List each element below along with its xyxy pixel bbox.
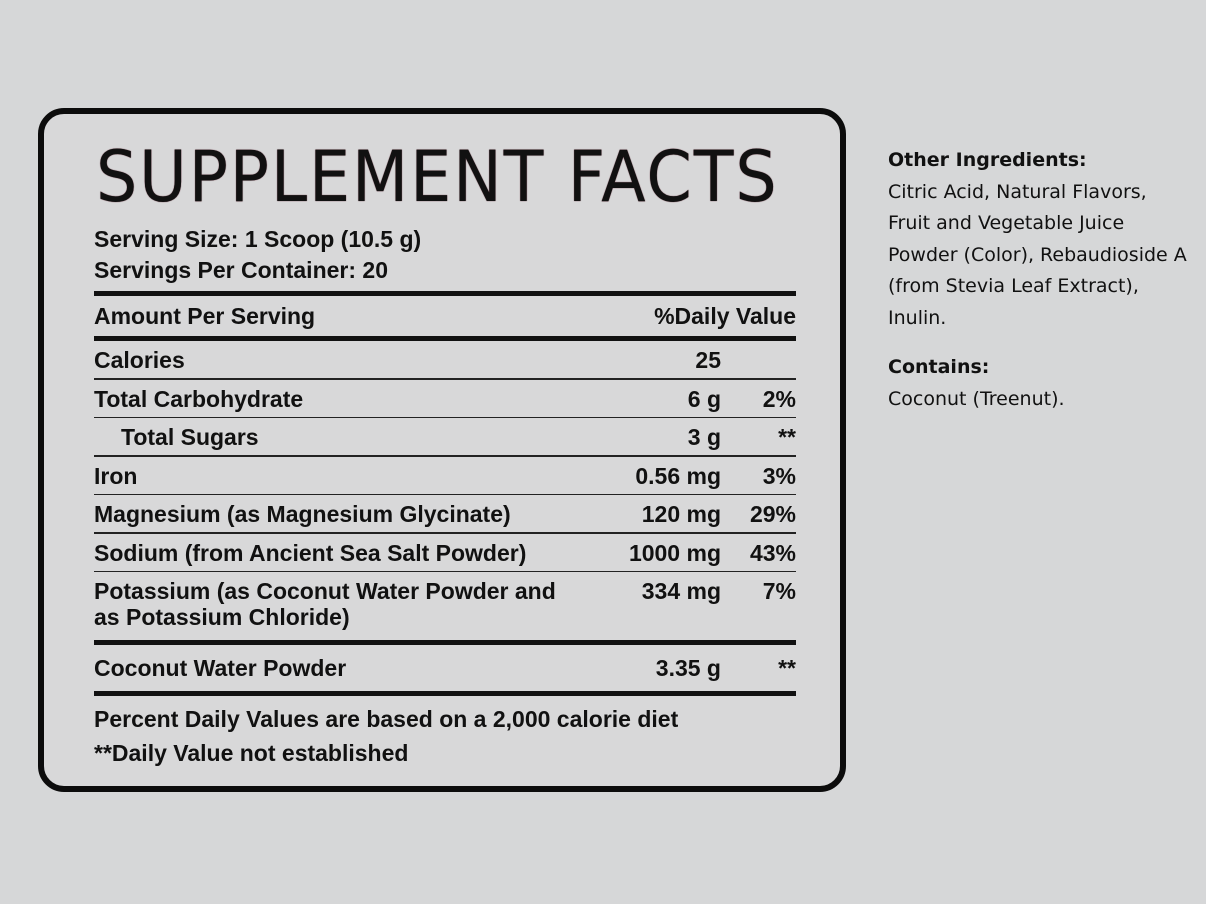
- facts-table: Amount Per Serving %Daily Value Calories…: [94, 291, 796, 696]
- divider-thick: [94, 336, 796, 341]
- divider: [94, 416, 796, 418]
- footnotes: Percent Daily Values are based on a 2,00…: [94, 702, 678, 770]
- contains-text: Coconut (Treenut).: [888, 387, 1065, 410]
- row-name: Calories: [94, 347, 185, 373]
- row-dv: 29%: [749, 501, 796, 527]
- panel-title: SUPPLEMENT FACTS: [96, 136, 779, 218]
- divider-thick: [94, 691, 796, 696]
- divider: [94, 532, 796, 534]
- header-daily-value: %Daily Value: [654, 303, 796, 329]
- contains-heading: Contains:: [888, 356, 990, 378]
- side-info: Other Ingredients: Citric Acid, Natural …: [888, 145, 1188, 415]
- header-amount-per-serving: Amount Per Serving: [94, 303, 316, 329]
- row-dv: 43%: [749, 539, 796, 566]
- row-dv: 2%: [762, 385, 796, 412]
- other-ingredients-text: Citric Acid, Natural Flavors, Fruit and …: [888, 180, 1187, 329]
- divider: [94, 493, 796, 495]
- row-name: Iron: [94, 462, 138, 489]
- row-amount: 0.56 mg: [635, 462, 721, 489]
- row-amount: 3 g: [687, 424, 721, 450]
- row-dv: 7%: [762, 578, 796, 604]
- other-ingredients-block: Other Ingredients: Citric Acid, Natural …: [888, 145, 1188, 334]
- table-row: Iron 0.56 mg 3%: [94, 457, 796, 494]
- divider-thick: [94, 640, 796, 645]
- table-row: Total Sugars 3 g **: [94, 418, 796, 455]
- divider: [94, 570, 796, 572]
- row-name: Potassium (as Coconut Water Powder and a…: [94, 578, 556, 630]
- row-amount: 3.35 g: [655, 655, 721, 681]
- row-dv: **: [778, 655, 796, 681]
- row-name: Magnesium (as Magnesium Glycinate): [94, 501, 511, 527]
- table-row: Coconut Water Powder 3.35 g **: [94, 645, 796, 691]
- footnote-not-established: **Daily Value not established: [94, 740, 409, 766]
- row-dv: 3%: [762, 462, 796, 489]
- row-amount: 334 mg: [641, 578, 721, 604]
- divider: [94, 378, 796, 380]
- row-name: Sodium (from Ancient Sea Salt Powder): [94, 539, 527, 566]
- row-amount: 25: [695, 347, 721, 373]
- table-header: Amount Per Serving %Daily Value: [94, 296, 796, 336]
- table-row: Potassium (as Coconut Water Powder and a…: [94, 572, 796, 640]
- row-name: Coconut Water Powder: [94, 655, 347, 681]
- table-row: Calories 25: [94, 341, 796, 378]
- row-dv: **: [778, 424, 796, 450]
- divider: [94, 455, 796, 457]
- table-row: Magnesium (as Magnesium Glycinate) 120 m…: [94, 495, 796, 532]
- supplement-facts-panel: SUPPLEMENT FACTS Serving Size: 1 Scoop (…: [38, 108, 846, 792]
- row-amount: 120 mg: [641, 501, 721, 527]
- table-row: Total Carbohydrate 6 g 2%: [94, 380, 796, 417]
- other-ingredients-heading: Other Ingredients:: [888, 149, 1087, 171]
- serving-info: Serving Size: 1 Scoop (10.5 g) Servings …: [94, 224, 421, 286]
- row-name: Total Carbohydrate: [94, 385, 304, 412]
- table-row: Sodium (from Ancient Sea Salt Powder) 10…: [94, 534, 796, 571]
- row-amount: 1000 mg: [628, 539, 721, 566]
- divider-thick: [94, 291, 796, 296]
- serving-size: Serving Size: 1 Scoop (10.5 g): [94, 226, 422, 252]
- row-amount: 6 g: [687, 385, 721, 412]
- footnote-daily-values: Percent Daily Values are based on a 2,00…: [94, 706, 679, 732]
- servings-per-container: Servings Per Container: 20: [94, 257, 388, 283]
- contains-block: Contains: Coconut (Treenut).: [888, 352, 1188, 415]
- row-name: Total Sugars: [121, 424, 259, 450]
